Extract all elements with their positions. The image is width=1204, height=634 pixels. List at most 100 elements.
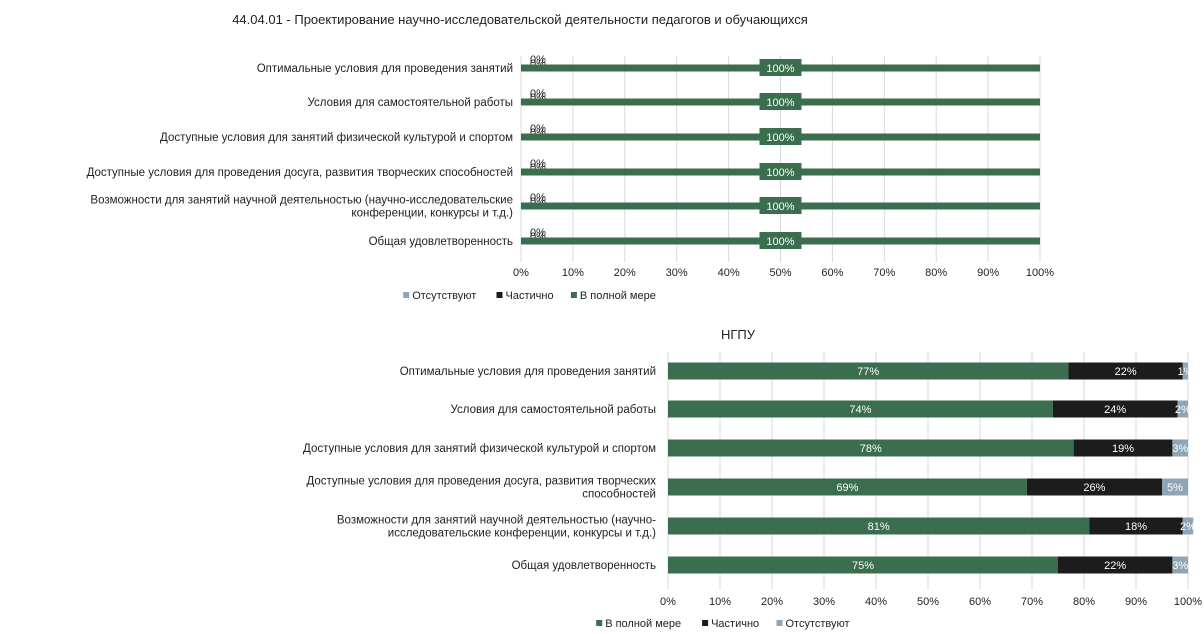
chart2-x-tick-label: 50% xyxy=(917,596,939,608)
chart1-title: 44.04.01 - Проектирование научно-исследо… xyxy=(232,12,808,27)
chart1-data-label: 0% xyxy=(530,158,546,170)
chart1-data-label: 100% xyxy=(766,97,794,109)
chart2-x-tick-label: 20% xyxy=(761,596,783,608)
chart2-category-label: Доступные условия для занятий физической… xyxy=(303,443,656,455)
chart2-data-label: 2% xyxy=(1175,404,1191,416)
chart2-category-label: исследовательские конференции, конкурсы … xyxy=(388,528,656,540)
chart1-legend-label: Частично xyxy=(506,290,554,302)
chart2-bar-segment xyxy=(1182,362,1188,380)
chart1-legend-swatch xyxy=(570,292,577,298)
chart2-data-label: 1% xyxy=(1177,366,1193,378)
chart2-data-label: 74% xyxy=(849,404,871,416)
chart2-x-tick-label: 90% xyxy=(1125,596,1147,608)
chart1-data-label: 0% xyxy=(530,88,546,100)
chart1-category-label: конференции, конкурсы и т.д.) xyxy=(351,208,513,220)
chart2-data-label: 22% xyxy=(1104,560,1126,572)
chart1-category-label: Возможности для занятий научной деятельн… xyxy=(90,195,513,207)
chart2-data-label: 78% xyxy=(860,443,882,455)
chart1-data-label-box xyxy=(759,59,802,76)
chart1-data-label: 0% xyxy=(530,123,546,135)
chart2-x-tick-label: 100% xyxy=(1174,596,1202,608)
chart1-x-tick-label: 100% xyxy=(1026,267,1054,279)
chart2-bar-segment xyxy=(668,556,1058,574)
chart2-legend-swatch xyxy=(702,620,709,626)
chart1-data-label: 0% xyxy=(530,54,546,66)
chart2-data-label: 2% xyxy=(1180,521,1196,533)
chart2-data-label: 22% xyxy=(1115,366,1137,378)
chart1-data-label-box xyxy=(759,232,802,249)
chart1-category-label: Условия для самостоятельной работы xyxy=(307,97,513,109)
chart1-category-label: Общая удовлетворенность xyxy=(369,236,513,248)
chart1-x-tick-label: 80% xyxy=(925,267,947,279)
chart1-x-tick-label: 40% xyxy=(718,267,740,279)
chart1-data-label: 100% xyxy=(766,167,794,179)
chart2-category-label: способностей xyxy=(582,489,656,501)
chart1-data-label-box xyxy=(759,197,802,214)
chart2-category-label: Оптимальные условия для проведения занят… xyxy=(400,366,656,378)
chart1-x-tick-label: 50% xyxy=(769,267,791,279)
chart1-data-label: 100% xyxy=(766,63,794,75)
chart2-bar-segment xyxy=(1172,439,1188,457)
chart2-x-tick-label: 10% xyxy=(709,596,731,608)
chart2-x-tick-label: 70% xyxy=(1021,596,1043,608)
chart1-data-label: 100% xyxy=(766,236,794,248)
chart1-x-tick-label: 20% xyxy=(614,267,636,279)
chart2-data-label: 18% xyxy=(1125,521,1147,533)
chart2-data-label: 5% xyxy=(1167,482,1183,494)
chart2-data-label: 26% xyxy=(1083,482,1105,494)
chart1-legend-swatch xyxy=(496,292,503,298)
chart1-data-label: 100% xyxy=(766,132,794,144)
chart1-data-label: 0% xyxy=(530,227,546,239)
chart2-bar-segment xyxy=(1073,439,1173,457)
chart1-x-tick-label: 90% xyxy=(977,267,999,279)
chart2-data-label: 69% xyxy=(836,482,858,494)
chart2-legend-label: Частично xyxy=(711,618,759,630)
chart2-bar-segment xyxy=(668,478,1027,496)
chart1-data-label: 100% xyxy=(766,201,794,213)
chart2-bar-segment xyxy=(1058,556,1173,574)
chart2-legend-swatch xyxy=(596,620,603,626)
chart1-data-label: 0% xyxy=(530,192,546,204)
chart2-bar-segment xyxy=(1177,400,1188,418)
chart2-bar-segment xyxy=(1052,400,1178,418)
chart2-x-tick-label: 60% xyxy=(969,596,991,608)
chart1-x-tick-label: 70% xyxy=(873,267,895,279)
chart2-category-label: Доступные условия для проведения досуга,… xyxy=(306,476,656,488)
chart1-category-label: Доступные условия для занятий физической… xyxy=(160,132,513,144)
chart2-bar-segment xyxy=(668,362,1069,380)
chart2-category-label: Условия для самостоятельной работы xyxy=(450,404,656,416)
chart1-x-tick-label: 0% xyxy=(513,267,529,279)
chart2-data-label: 77% xyxy=(857,366,879,378)
chart1-x-tick-label: 60% xyxy=(821,267,843,279)
chart1-legend-label: Отсутствуют xyxy=(412,290,476,302)
chart2-bar-segment xyxy=(668,439,1074,457)
chart1-category-label: Оптимальные условия для проведения занят… xyxy=(257,63,513,75)
chart2-bar-segment xyxy=(1089,517,1183,535)
chart2-legend-label: В полной мере xyxy=(605,618,681,630)
chart2-bar-segment xyxy=(1182,517,1194,535)
chart2-data-label: 19% xyxy=(1112,443,1134,455)
chart1-data-label-box xyxy=(759,128,802,145)
chart1-data-label-box xyxy=(759,163,802,180)
chart2-bar-segment xyxy=(1162,478,1188,496)
chart1-legend-label: В полной мере xyxy=(580,290,656,302)
chart1-legend-swatch xyxy=(403,292,410,298)
chart2-bar-segment xyxy=(668,400,1053,418)
chart2-data-label: 81% xyxy=(868,521,890,533)
chart2-data-label: 3% xyxy=(1172,443,1188,455)
chart2-x-tick-label: 0% xyxy=(660,596,676,608)
chart2-data-label: 24% xyxy=(1104,404,1126,416)
chart1-category-label: Доступные условия для проведения досуга,… xyxy=(87,167,513,179)
chart1-x-tick-label: 30% xyxy=(666,267,688,279)
chart2-x-tick-label: 40% xyxy=(865,596,887,608)
chart2-bar-segment xyxy=(1068,362,1183,380)
chart1-x-tick-label: 10% xyxy=(562,267,584,279)
chart2-x-tick-label: 30% xyxy=(813,596,835,608)
chart2-bar-segment xyxy=(1172,556,1188,574)
chart2-title: НГПУ xyxy=(721,327,756,342)
chart2-data-label: 3% xyxy=(1172,560,1188,572)
chart2-category-label: Возможности для занятий научной деятельн… xyxy=(337,515,656,527)
chart2-category-label: Общая удовлетворенность xyxy=(512,560,656,572)
chart1-data-label-box xyxy=(759,93,802,110)
